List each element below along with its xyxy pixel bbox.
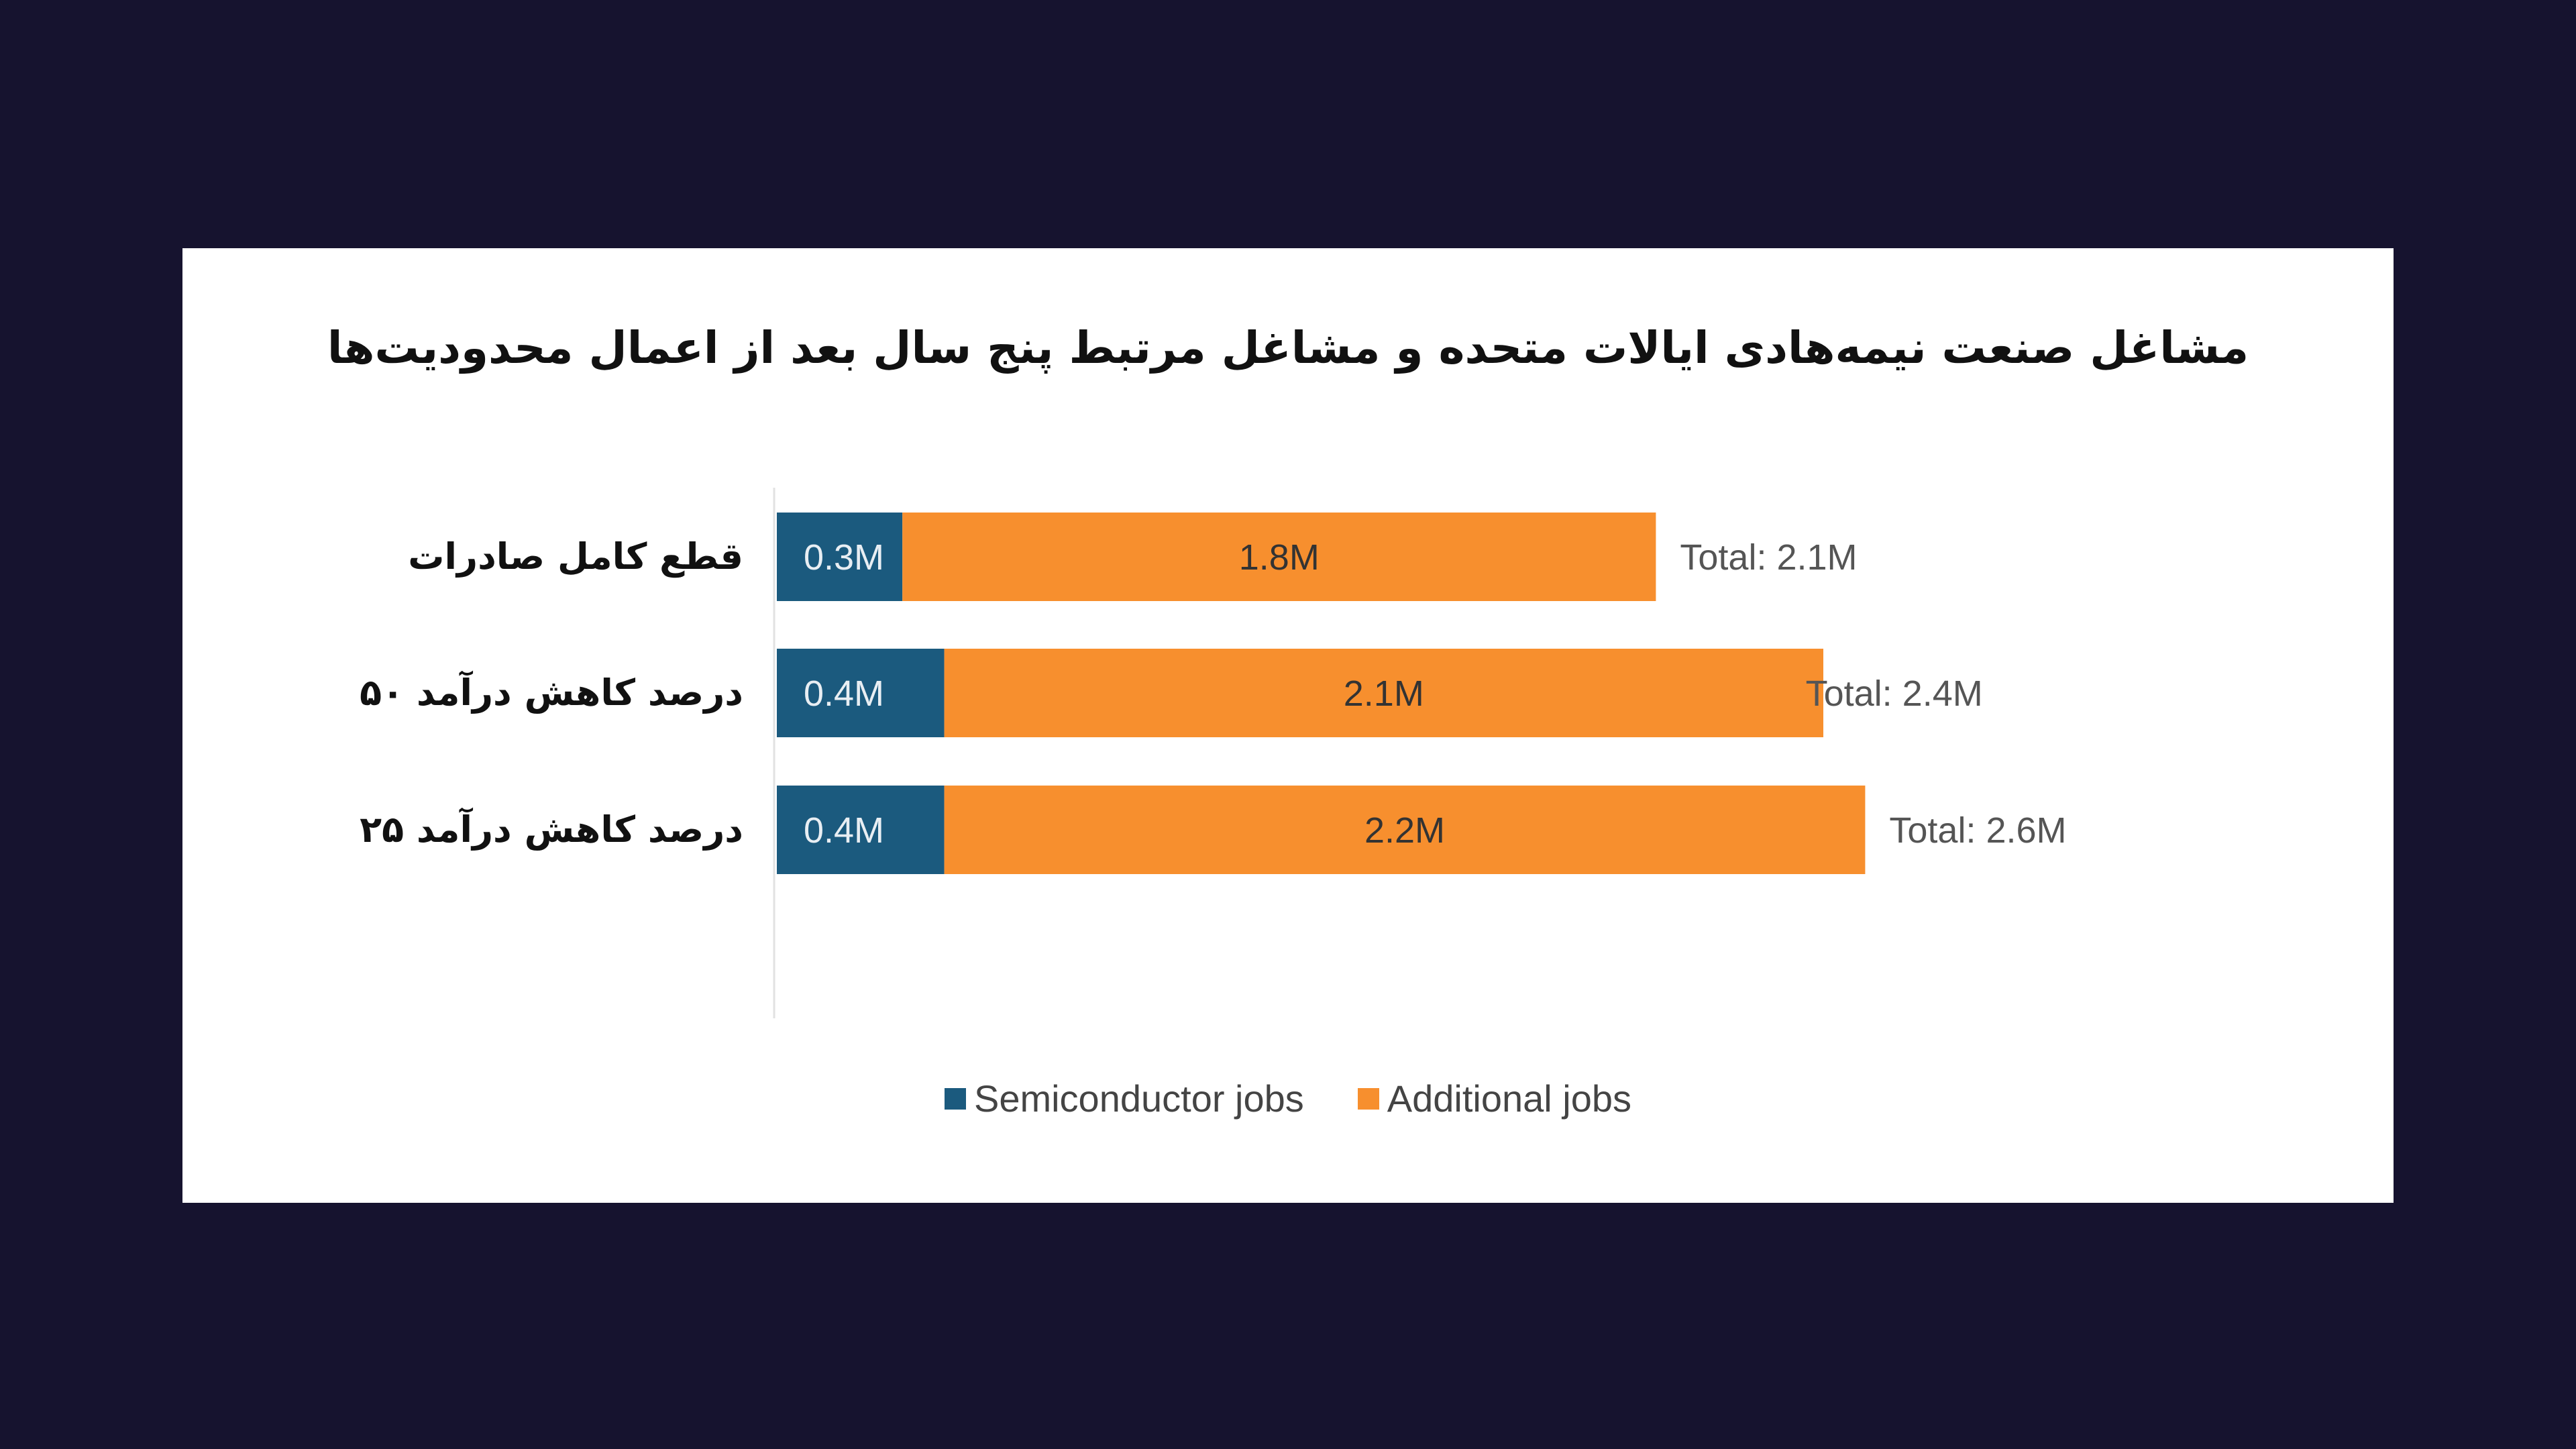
- bar-segment-semiconductor: [777, 513, 903, 601]
- total-label: Total: 2.4M: [1806, 674, 1983, 714]
- data-label: 0.4M: [804, 810, 884, 851]
- category-label: ۵۰ درصد کاهش درآمد: [360, 670, 743, 714]
- legend-swatch: [944, 1087, 966, 1110]
- category-label: قطع کامل صادرات: [408, 535, 743, 578]
- legend-item-semiconductor: Semiconductor jobs: [944, 1077, 1304, 1120]
- bar-segment-additional: [944, 786, 1866, 874]
- bar-segment-semiconductor: [777, 786, 945, 874]
- category-label: ۲۵ درصد کاهش درآمد: [360, 807, 743, 851]
- chart-card: مشاغل صنعت نیمه‌هادی ایالات متحده و مشاغ…: [182, 248, 2394, 1203]
- chart-title: مشاغل صنعت نیمه‌هادی ایالات متحده و مشاغ…: [327, 322, 2249, 374]
- data-label: 0.4M: [804, 674, 884, 714]
- legend-item-additional: Additional jobs: [1357, 1077, 1632, 1120]
- legend-label: Additional jobs: [1387, 1077, 1632, 1120]
- total-label: Total: 2.1M: [1680, 537, 1857, 578]
- legend-label: Semiconductor jobs: [973, 1077, 1304, 1120]
- data-label: 2.2M: [1364, 810, 1445, 851]
- total-label: Total: 2.6M: [1889, 810, 2066, 851]
- bar-segment-semiconductor: [777, 649, 945, 737]
- bar-chart: قطع کامل صادرات 0.3M 1.8M Total: 2.1M ۵۰ درص…: [360, 488, 2067, 1018]
- legend: Semiconductor jobs Additional jobs: [182, 1077, 2394, 1120]
- bar-segment-additional: [944, 649, 1823, 737]
- bar-segment-additional: [902, 513, 1656, 601]
- data-label: 1.8M: [1239, 537, 1320, 578]
- data-label: 0.3M: [804, 537, 884, 578]
- legend-swatch: [1357, 1087, 1379, 1110]
- data-label: 2.1M: [1344, 674, 1424, 714]
